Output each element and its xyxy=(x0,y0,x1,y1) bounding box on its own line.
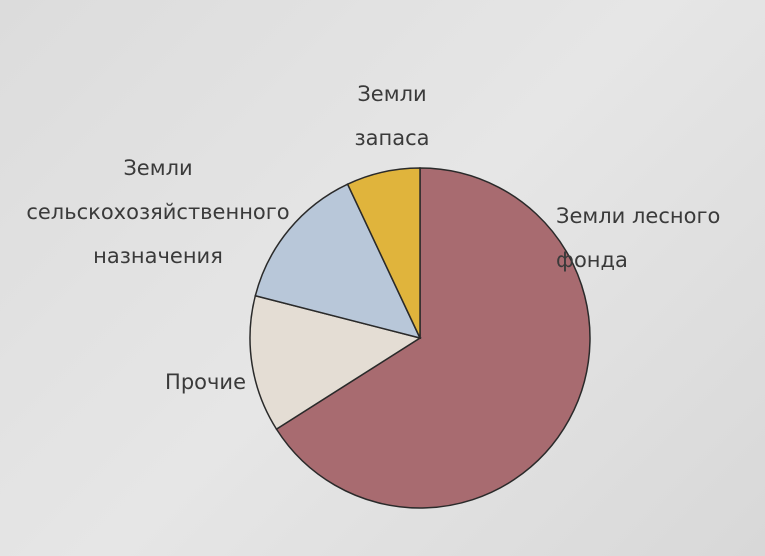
slice-label: Земли сельскохозяйственного назначения xyxy=(26,156,290,268)
pie-slice xyxy=(254,183,422,340)
pie-slice xyxy=(275,167,591,509)
slice-label: Прочие xyxy=(165,370,246,394)
pie-slice xyxy=(249,294,422,431)
slice-label: Земли запаса xyxy=(354,82,430,150)
pie-slice xyxy=(346,167,421,339)
slice-label: Земли лесного фонда xyxy=(556,204,721,272)
